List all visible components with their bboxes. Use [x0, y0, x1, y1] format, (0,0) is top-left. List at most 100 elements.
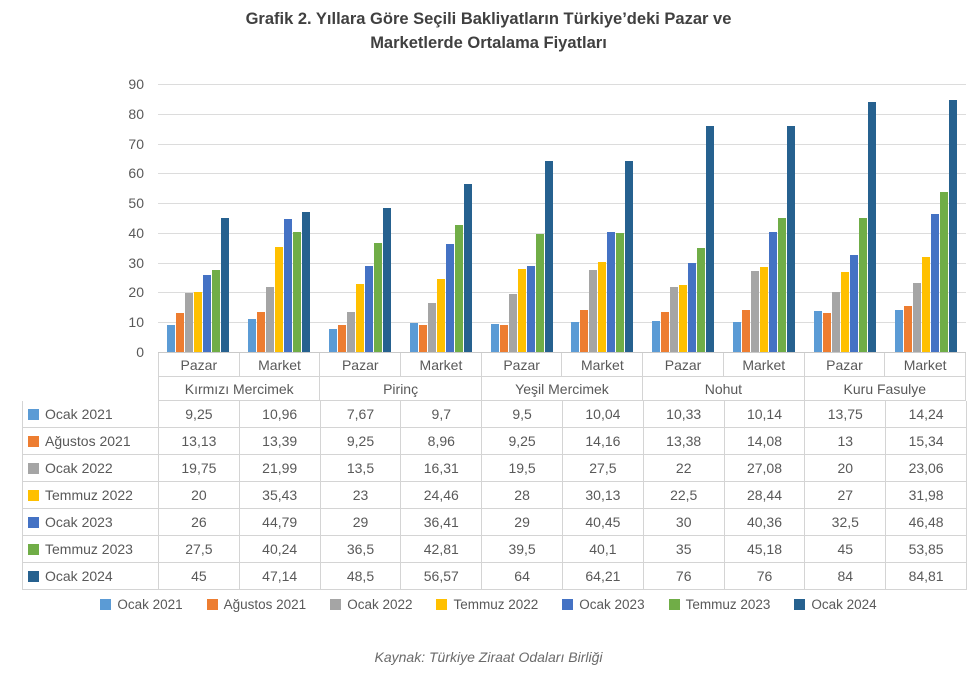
table-value-cell: 23 [320, 482, 402, 509]
table-value-cell: 13,38 [643, 428, 725, 455]
bar-Temmuz 2022 [275, 246, 284, 352]
subcategory-label: Pazar [320, 353, 402, 377]
plot-area [158, 84, 966, 353]
bar-Ocak 2021 [813, 311, 822, 352]
bar-Ağustos 2021 [337, 324, 346, 352]
legend-label: Ocak 2021 [117, 597, 183, 612]
table-value-cell: 64,21 [563, 563, 644, 590]
legend-label: Ağustos 2021 [223, 597, 307, 612]
table-value-cell: 27,08 [724, 455, 806, 482]
table-value-cell: 27,5 [563, 455, 644, 482]
table-value-cell: 20 [159, 482, 240, 509]
table-value-cell: 30,13 [563, 482, 644, 509]
table-value-cell: 24,46 [401, 482, 483, 509]
y-tick-label: 70 [128, 135, 144, 152]
y-tick-label: 90 [128, 76, 144, 92]
bar-Ocak 2021 [248, 319, 257, 352]
bar-Ocak 2021 [571, 322, 580, 352]
legend-swatch [562, 599, 574, 610]
gridline-30 [158, 262, 966, 264]
bar-Ağustos 2021 [903, 306, 912, 352]
series-color-key [28, 570, 39, 582]
x-axis-labels: Pazar Market Pazar Market Pazar Market Pazar Ma… [158, 353, 966, 401]
table-value-cell: 29 [320, 509, 402, 536]
y-tick-label: 50 [128, 195, 144, 212]
bar-Ocak 2023 [284, 218, 293, 352]
bar-Ocak 2023 [445, 243, 454, 352]
gridline-90 [158, 84, 966, 85]
table-value-cell: 13,5 [320, 455, 402, 482]
chart-title-line2: Marketlerde Ortalama Fiyatları [370, 33, 607, 52]
bar-Temmuz 2023 [777, 217, 786, 352]
bar-Ağustos 2021 [741, 310, 750, 352]
bar-Ağustos 2021 [176, 312, 185, 352]
bar-Ocak 2022 [427, 303, 436, 352]
series-name-text: Temmuz 2023 [45, 541, 133, 557]
table-value-cell: 22,5 [643, 482, 725, 509]
table-value-cell: 14,24 [886, 401, 967, 428]
table-value-cell: 27,5 [159, 536, 240, 563]
table-series-name: Ocak 2024 [23, 563, 159, 590]
table-value-cell: 9,25 [159, 401, 240, 428]
table-value-cell: 7,67 [320, 401, 402, 428]
table-series-name: Temmuz 2023 [23, 536, 159, 563]
bar-groups [158, 84, 966, 352]
table-value-cell: 30 [643, 509, 725, 536]
table-value-cell: 19,75 [159, 455, 240, 482]
legend-item-Ocak 2023: Ocak 2023 [562, 597, 645, 612]
subcategory-label: Pazar [804, 353, 886, 377]
bar-Ocak 2022 [185, 293, 194, 352]
bar-group-Yeşil Mercimek-Pazar [481, 84, 562, 352]
bar-Ocak 2024 [544, 161, 553, 352]
bar-group-Pirinç-Market [400, 84, 481, 352]
bar-Ocak 2023 [364, 265, 373, 352]
bar-Temmuz 2022 [436, 279, 445, 352]
table-value-cell: 76 [724, 563, 806, 590]
gridline-20 [158, 292, 966, 294]
table-series-name: Ağustos 2021 [23, 428, 159, 455]
gridline-40 [158, 232, 966, 234]
bar-group-Kırmızı Mercimek-Market [239, 84, 320, 352]
table-value-cell: 36,5 [320, 536, 402, 563]
bar-Temmuz 2022 [517, 268, 526, 352]
table-value-cell: 84 [805, 563, 887, 590]
legend-label: Temmuz 2023 [685, 597, 771, 612]
table-series-name: Ocak 2023 [23, 509, 159, 536]
bar-group-Yeşil Mercimek-Market [562, 84, 643, 352]
bar-Ocak 2024 [302, 211, 311, 352]
bar-Ocak 2023 [526, 265, 535, 352]
bar-Ocak 2022 [508, 293, 517, 352]
bar-Temmuz 2022 [840, 271, 849, 352]
table-value-cell: 16,31 [401, 455, 483, 482]
table-value-cell: 19,5 [482, 455, 563, 482]
table-value-cell: 39,5 [482, 536, 563, 563]
table-value-cell: 13,13 [159, 428, 240, 455]
bar-Ocak 2021 [894, 309, 903, 352]
chart-legend: Ocak 2021 Ağustos 2021 Ocak 2022 Temmuz 202… [0, 597, 977, 612]
bar-Ağustos 2021 [418, 325, 427, 352]
subcategory-label: Market [401, 353, 482, 377]
bar-Ocak 2024 [463, 183, 472, 352]
bar-Temmuz 2023 [293, 232, 302, 352]
series-color-key [28, 435, 39, 447]
y-tick-label: 30 [128, 254, 144, 271]
table-value-cell: 14,08 [724, 428, 806, 455]
table-value-cell: 13,39 [239, 428, 321, 455]
bar-Ocak 2023 [849, 255, 858, 352]
bar-Temmuz 2022 [759, 267, 768, 352]
bar-group-Nohut-Pazar [643, 84, 724, 352]
table-value-cell: 28,44 [724, 482, 806, 509]
table-value-cell: 9,25 [320, 428, 402, 455]
legend-label: Temmuz 2022 [453, 597, 539, 612]
legend-item-Ağustos 2021: Ağustos 2021 [206, 597, 307, 612]
table-value-cell: 13 [805, 428, 887, 455]
legend-swatch [206, 599, 218, 610]
table-value-cell: 15,34 [886, 428, 967, 455]
bar-Temmuz 2023 [373, 243, 382, 352]
series-name-text: Ağustos 2021 [45, 433, 131, 449]
table-value-cell: 76 [643, 563, 725, 590]
table-value-cell: 13,75 [805, 401, 887, 428]
category-label: Nohut [643, 377, 805, 401]
table-value-cell: 36,41 [401, 509, 483, 536]
subcategory-label-row: Pazar Market Pazar Market Pazar Market Pazar Ma… [158, 353, 966, 377]
